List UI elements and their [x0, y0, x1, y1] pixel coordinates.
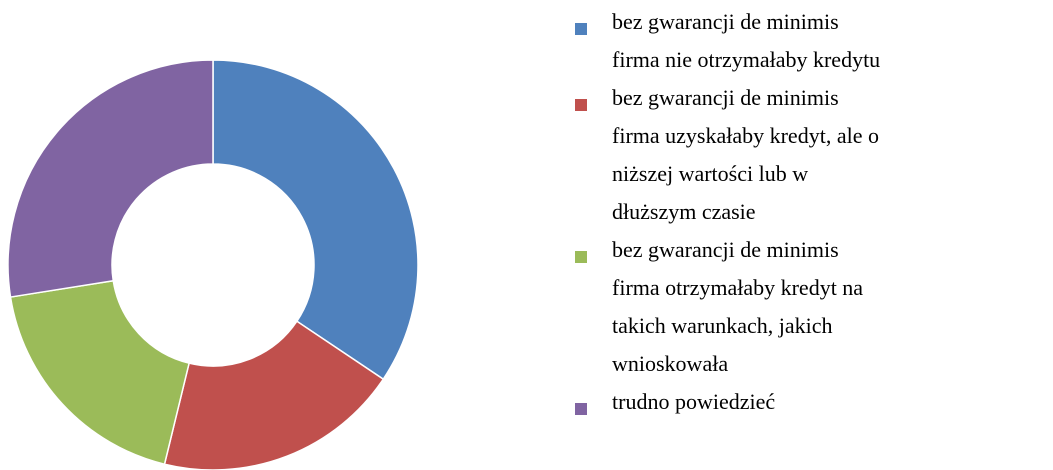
chart — [7, 59, 419, 470]
legend-swatch — [575, 251, 587, 263]
legend-item: bez gwarancji de minimis firma uzyskałab… — [575, 79, 1045, 231]
legend: bez gwarancji de minimis firma nie otrzy… — [575, 3, 1045, 421]
legend-swatch — [575, 403, 587, 415]
legend-label: bez gwarancji de minimis firma otrzymała… — [612, 237, 864, 376]
donut-slice — [163, 320, 385, 470]
legend-label: bez gwarancji de minimis firma uzyskałab… — [612, 85, 879, 224]
legend-swatch — [575, 23, 587, 35]
legend-item: trudno powiedzieć — [575, 383, 1045, 421]
legend-item: bez gwarancji de minimis firma nie otrzy… — [575, 3, 1045, 79]
donut-slice — [7, 59, 214, 298]
legend-swatch — [575, 99, 587, 111]
donut-slice — [212, 59, 419, 381]
legend-label: trudno powiedzieć — [612, 389, 776, 414]
legend-label: bez gwarancji de minimis firma nie otrzy… — [612, 9, 881, 72]
donut-slice — [9, 279, 191, 466]
legend-item: bez gwarancji de minimis firma otrzymała… — [575, 231, 1045, 383]
